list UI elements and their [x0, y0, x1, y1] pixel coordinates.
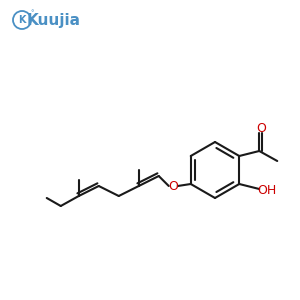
Text: K: K: [18, 15, 26, 25]
Text: OH: OH: [258, 184, 277, 196]
Text: °: °: [30, 10, 34, 16]
Text: Kuujia: Kuujia: [27, 14, 81, 28]
Text: O: O: [256, 122, 266, 134]
Text: O: O: [168, 181, 178, 194]
